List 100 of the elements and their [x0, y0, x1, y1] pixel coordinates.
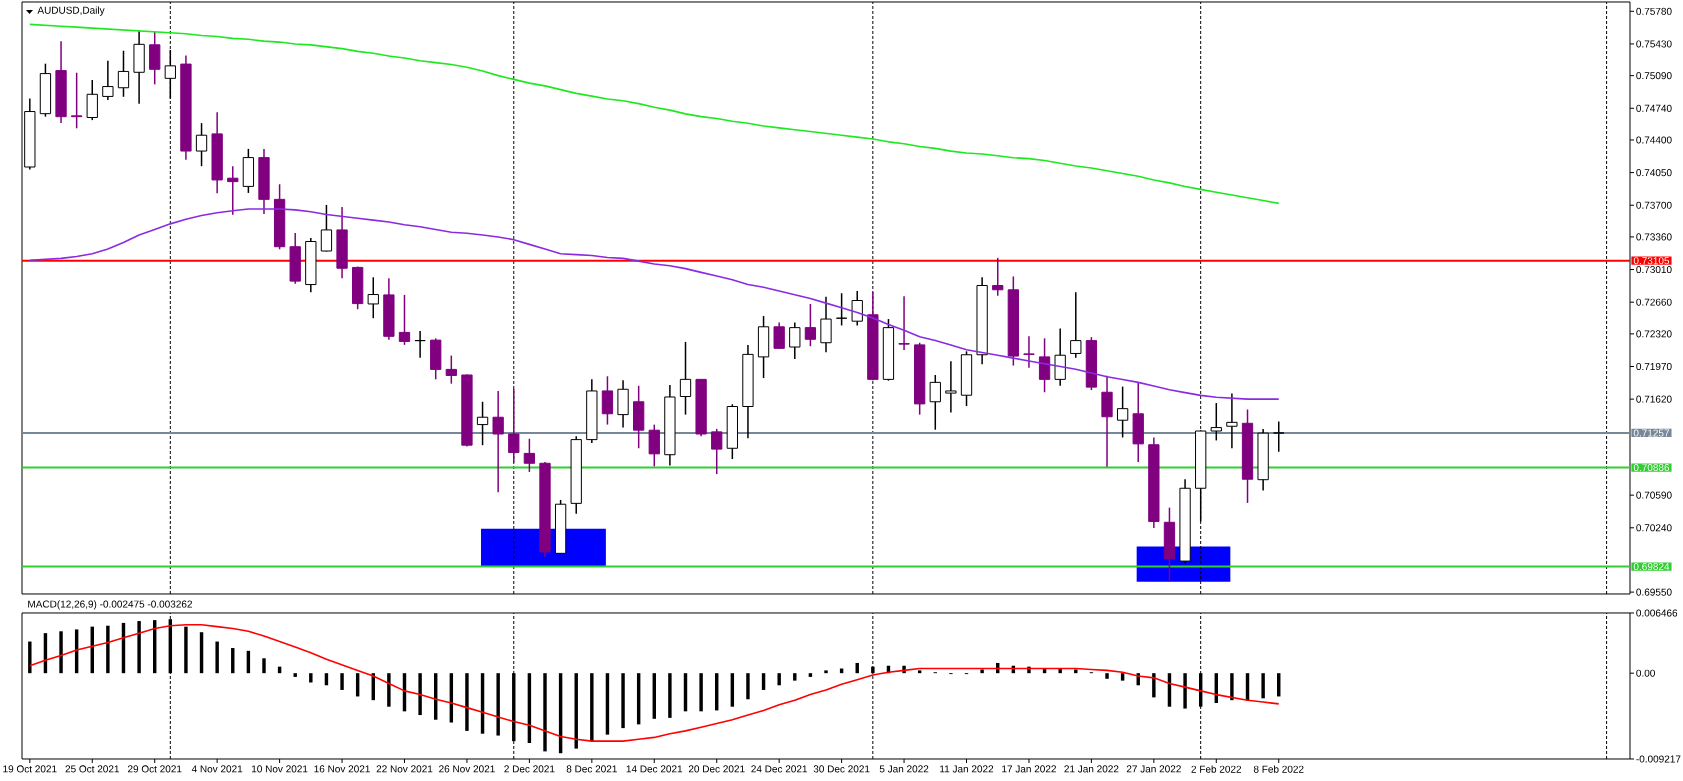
candlestick	[461, 373, 473, 448]
candlestick	[180, 54, 192, 161]
y-tick-label: 0.74050	[1636, 169, 1672, 177]
bar	[309, 673, 313, 683]
candlestick	[633, 385, 645, 450]
bar	[777, 673, 781, 686]
y-tick-label: 0.70240	[1636, 524, 1672, 532]
candlestick	[851, 290, 863, 327]
bar	[106, 625, 110, 674]
candlestick	[1163, 506, 1176, 583]
bar	[184, 626, 188, 674]
x-tick-label: 11 Jan 2022	[940, 765, 994, 773]
y-tick-label: 0.72320	[1636, 330, 1672, 338]
candlestick	[211, 111, 223, 195]
candlestick	[1132, 381, 1144, 463]
y-tick-label: 0.74400	[1636, 136, 1672, 144]
candlestick	[648, 423, 660, 468]
x-tick-label: 25 Oct 2021	[65, 765, 120, 773]
candlestick	[523, 438, 536, 473]
x-tick-label: 14 Dec 2021	[626, 765, 683, 773]
candlestick	[679, 341, 692, 416]
x-tick-label: 5 Jan 2022	[879, 765, 929, 773]
bar	[28, 641, 32, 674]
candlestick	[1116, 385, 1129, 439]
candlestick	[289, 232, 301, 285]
y-tick-label: 0.71620	[1636, 395, 1672, 403]
y-tick-label: -0.009217	[1636, 755, 1681, 763]
y-tick-label: 0.73360	[1636, 233, 1672, 241]
x-tick-label: 2 Feb 2022	[1191, 765, 1242, 773]
y-tick-label: 0.006466	[1636, 609, 1678, 617]
y-tick-label: 0.69550	[1636, 588, 1672, 596]
bar	[465, 673, 469, 731]
y-tick-label: 0.71970	[1636, 362, 1672, 371]
x-tick-label: 10 Nov 2021	[252, 765, 308, 773]
candlestick	[508, 388, 520, 464]
y-tick-label: 0.73010	[1636, 266, 1672, 274]
candlestick	[789, 321, 801, 360]
x-tick-label: 2 Dec 2021	[504, 765, 555, 773]
candlestick	[711, 428, 723, 475]
bar	[215, 641, 219, 674]
y-tick-label: 0.00	[1636, 669, 1655, 677]
candlestick	[195, 122, 208, 167]
candlestick	[898, 295, 910, 351]
x-tick-label: 19 Oct 2021	[3, 765, 57, 773]
bar	[340, 673, 344, 690]
y-tick-label: 0.75430	[1636, 40, 1672, 48]
candlestick	[320, 204, 333, 253]
bar	[418, 673, 422, 716]
chart-title: MACD(12,26,9) -0.002475 -0.003262	[28, 600, 192, 610]
bar	[1120, 673, 1125, 681]
y-tick-label: 0.70590	[1636, 491, 1672, 499]
candlestick	[992, 257, 1004, 297]
candlestick	[804, 303, 817, 347]
y-tick-label: 0.75780	[1636, 7, 1672, 15]
bar	[1230, 673, 1234, 701]
bar	[1105, 673, 1109, 679]
x-tick-label: 4 Nov 2021	[191, 765, 243, 773]
candlestick	[835, 292, 848, 327]
x-tick-label: 8 Feb 2022	[1253, 765, 1304, 773]
bar	[699, 673, 703, 712]
bar	[793, 673, 797, 681]
bar	[808, 673, 813, 677]
bar	[496, 673, 500, 736]
candlestick	[86, 79, 98, 121]
candlestick	[102, 59, 114, 101]
y-tick-label: 0.75090	[1636, 72, 1672, 80]
candlestick	[1273, 420, 1285, 453]
x-tick-label: 8 Dec 2021	[566, 765, 617, 773]
candlestick	[929, 374, 941, 431]
bar	[1183, 673, 1187, 709]
x-tick-label: 17 Jan 2022	[1002, 765, 1056, 773]
candlestick	[71, 72, 83, 130]
bar	[387, 673, 391, 707]
candlestick	[492, 390, 504, 493]
y-tick-label: 0.74740	[1636, 104, 1672, 112]
candlestick	[1226, 392, 1238, 450]
bar	[746, 673, 750, 700]
candlestick	[1210, 402, 1222, 442]
candlestick	[820, 295, 832, 353]
candlestick	[773, 321, 785, 350]
x-tick-label: 24 Dec 2021	[751, 765, 808, 773]
bar	[668, 673, 672, 718]
candlestick	[149, 30, 161, 86]
candlestick	[414, 330, 426, 359]
bar	[1152, 673, 1156, 698]
bar	[262, 658, 266, 674]
ref-line-label: 0.69824	[1633, 563, 1670, 571]
candlestick	[367, 276, 379, 319]
y-tick-label: 0.73700	[1636, 201, 1672, 209]
y-tick-label: 0.72660	[1636, 298, 1672, 306]
chart-title: AUDUSD,Daily	[37, 6, 105, 16]
x-tick-label: 27 Jan 2022	[1126, 765, 1181, 773]
ref-line-label: 0.70886	[1633, 464, 1670, 472]
candlestick	[336, 206, 348, 279]
x-tick-label: 21 Jan 2022	[1064, 765, 1119, 773]
candlestick	[601, 375, 614, 426]
candlestick	[476, 401, 489, 446]
x-tick-label: 20 Dec 2021	[688, 765, 745, 773]
bar	[137, 621, 141, 674]
bar	[824, 670, 828, 674]
